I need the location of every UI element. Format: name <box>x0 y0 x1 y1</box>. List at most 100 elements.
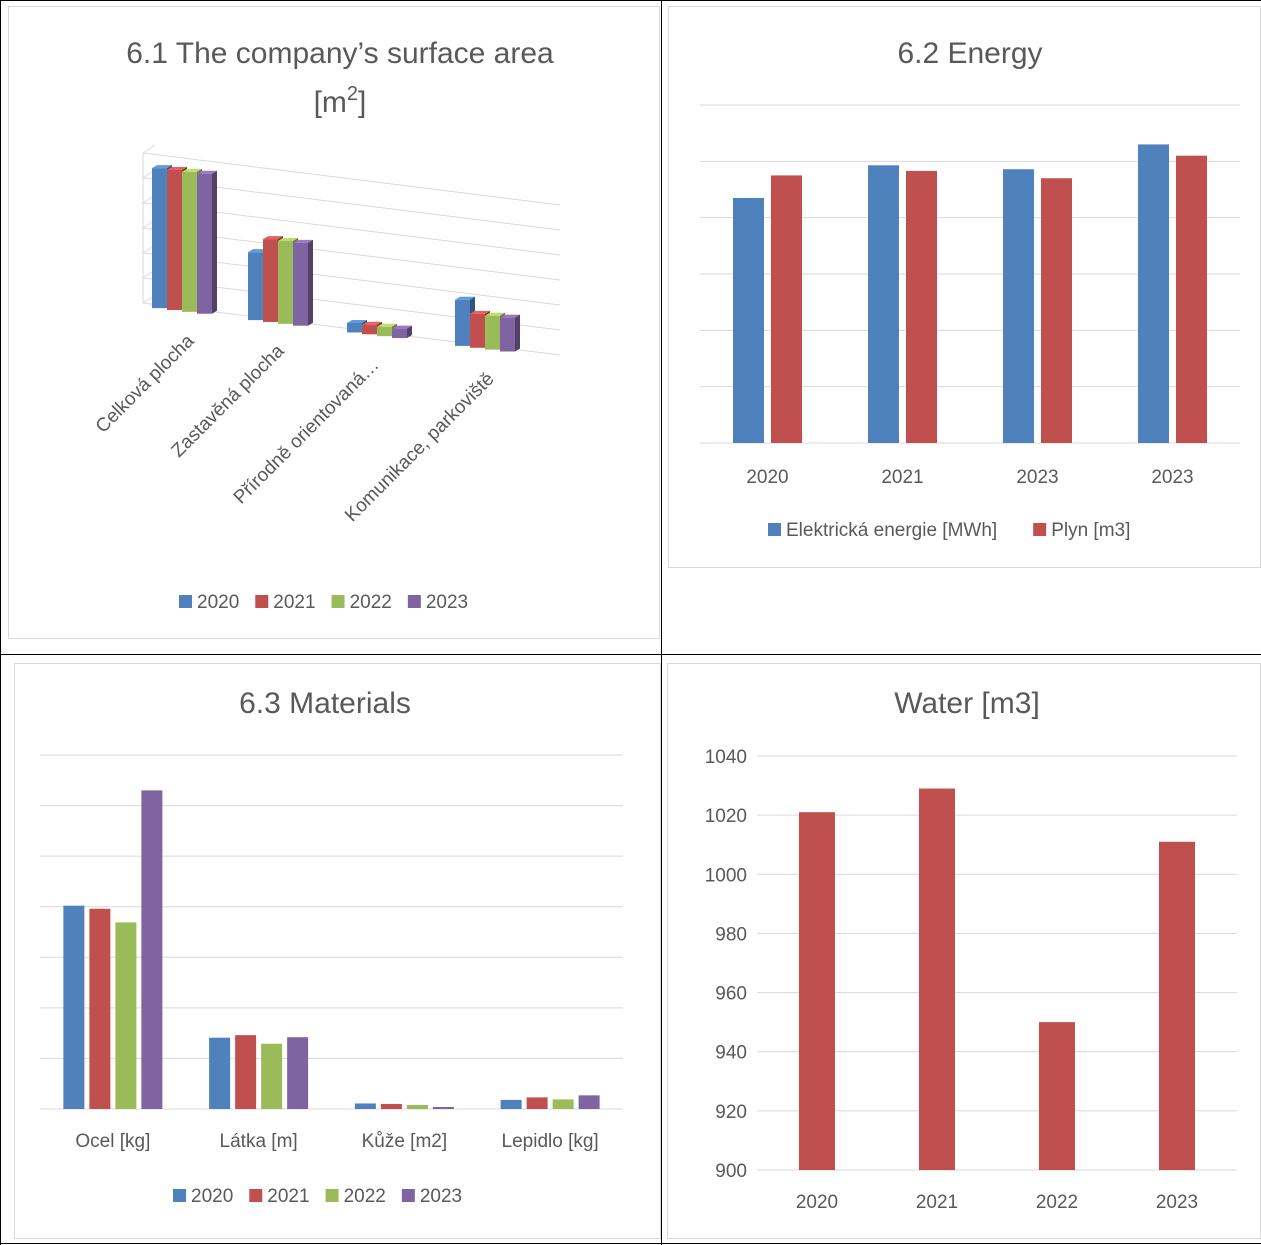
bar <box>1159 841 1195 1170</box>
legend-label-1: Elektrická energie [MWh] <box>786 520 997 541</box>
legend-label-3: 2022 <box>350 592 392 613</box>
bar-side <box>515 314 520 352</box>
bar <box>906 170 937 443</box>
bar <box>354 1103 376 1109</box>
legend-swatch-4 <box>401 1189 415 1202</box>
bar <box>115 922 137 1109</box>
bar-top <box>167 166 187 170</box>
bar <box>1039 1022 1075 1170</box>
bar-side <box>407 325 412 339</box>
grid-line-top <box>0 0 1261 1</box>
bar <box>868 165 899 443</box>
gridline-depth <box>142 144 156 154</box>
bar <box>1138 144 1169 443</box>
legend-swatch-3 <box>325 1189 339 1202</box>
chart-title: Water [m3] <box>894 687 1040 720</box>
category-label: Ocel [kg] <box>75 1131 150 1152</box>
bar-side <box>308 239 313 326</box>
category-label: 2023 <box>1151 467 1193 488</box>
bar-top <box>485 312 505 316</box>
y-tick-label: 1000 <box>705 865 747 886</box>
legend-label-2: 2021 <box>267 1186 309 1207</box>
bar <box>733 197 764 443</box>
bar-top <box>470 310 490 314</box>
bar <box>278 240 293 324</box>
bar-top <box>362 321 382 325</box>
y-tick-label: 900 <box>715 1161 747 1182</box>
bar <box>432 1106 454 1109</box>
legend-swatch-1 <box>179 595 192 608</box>
bar-top <box>377 323 397 327</box>
bar <box>287 1037 309 1109</box>
y-tick-label: 1040 <box>705 747 747 768</box>
bar <box>1041 178 1072 443</box>
bar <box>406 1104 428 1109</box>
bar-top <box>197 170 217 174</box>
legend-label-2: Plyn [m3] <box>1051 520 1130 541</box>
legend-swatch-2 <box>255 595 269 608</box>
legend-label-2: 2021 <box>273 592 315 613</box>
chart-title: 6.3 Materials <box>239 687 411 720</box>
y-tick-label: 1020 <box>705 806 747 827</box>
category-label: Lepidlo [kg] <box>502 1131 599 1152</box>
category-label: Látka [m] <box>220 1131 298 1152</box>
superscript: 2 <box>347 83 358 105</box>
grid-line-left <box>0 0 1 1245</box>
bar <box>248 252 263 321</box>
bar-top <box>152 165 172 169</box>
bar-side <box>212 170 217 314</box>
bar <box>578 1095 600 1109</box>
bar <box>377 326 392 337</box>
chart-title-unit: [m2] <box>314 83 367 119</box>
grid-line-bottom <box>0 1243 1261 1244</box>
bar <box>455 299 470 346</box>
bar-top <box>182 168 202 172</box>
bar <box>152 168 167 309</box>
category-label: 2021 <box>916 1192 958 1213</box>
legend-swatch-4 <box>407 595 421 608</box>
bar <box>362 324 377 335</box>
legend-swatch-3 <box>331 595 345 608</box>
grid-line-middle <box>0 654 1261 655</box>
bar <box>167 169 182 310</box>
bar <box>263 239 278 322</box>
bar <box>919 788 955 1170</box>
y-tick-label: 980 <box>715 924 747 945</box>
bar <box>500 317 515 352</box>
bar-top <box>455 296 475 300</box>
bar <box>347 322 362 333</box>
bar <box>380 1103 402 1109</box>
bar <box>89 908 111 1109</box>
bar <box>182 171 197 312</box>
legend-swatch-1 <box>768 523 781 536</box>
surface-area-chart-frame <box>8 6 660 639</box>
legend-label-1: 2020 <box>197 592 239 613</box>
bar <box>485 315 500 350</box>
bar <box>1176 155 1207 443</box>
bar <box>209 1037 231 1109</box>
category-label: 2023 <box>1016 467 1058 488</box>
bar <box>799 812 835 1170</box>
category-label: Kůže [m2] <box>362 1131 448 1152</box>
grid-line-center <box>661 0 662 1245</box>
category-label: 2023 <box>1156 1192 1198 1213</box>
bar-top <box>278 237 298 241</box>
category-label: 2022 <box>1036 1192 1078 1213</box>
y-tick-label: 940 <box>715 1043 747 1064</box>
legend-label-4: 2023 <box>426 592 468 613</box>
bar <box>293 242 308 326</box>
legend-label-4: 2023 <box>420 1186 462 1207</box>
bar <box>470 313 485 348</box>
bar-top <box>293 239 313 243</box>
bar <box>500 1099 522 1109</box>
bar <box>392 328 407 339</box>
bar-top <box>263 236 283 240</box>
legend-label-1: 2020 <box>191 1186 233 1207</box>
gridline <box>142 152 561 206</box>
bar <box>235 1035 257 1109</box>
